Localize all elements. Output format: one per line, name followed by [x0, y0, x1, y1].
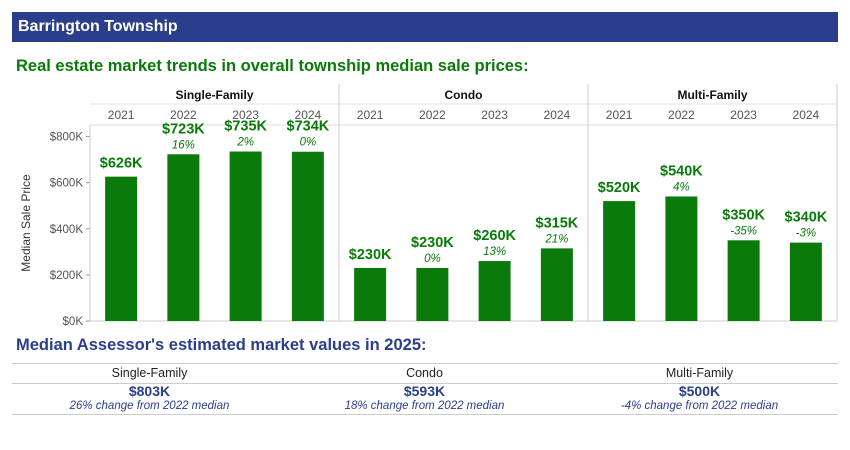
data-label: $260K — [473, 228, 516, 244]
bar — [167, 154, 200, 321]
y-tick-label: $400K — [50, 224, 84, 236]
y-tick-label: $200K — [50, 270, 84, 282]
bar — [540, 248, 573, 321]
assessor-values-table: Single-Family $803K 26% change from 2022… — [12, 363, 838, 415]
x-tick-label: 2022 — [419, 108, 446, 122]
data-label: $230K — [349, 247, 392, 263]
assessor-value: $500K — [678, 383, 721, 399]
bar — [105, 176, 138, 321]
assessor-value: $593K — [403, 383, 446, 399]
y-axis-label: Median Sale Price — [19, 174, 33, 272]
bar — [291, 151, 324, 321]
bar — [665, 196, 698, 321]
page-title: Barrington Township — [18, 18, 178, 35]
assessor-category: Multi-Family — [665, 366, 734, 380]
x-tick-label: 2024 — [793, 108, 820, 122]
median-sale-price-chart: $0K $200K $400K $600K $800K Median Sale Price… — [19, 84, 838, 328]
change-label: 4% — [673, 181, 690, 193]
assessor-change: 18% change from 2022 median — [344, 400, 505, 412]
data-label: $520K — [598, 180, 641, 196]
data-label: $723K — [162, 121, 205, 137]
bar — [478, 261, 511, 321]
x-tick-label: 2021 — [108, 108, 135, 122]
x-tick-label: 2022 — [170, 108, 197, 122]
data-label: $540K — [660, 163, 703, 179]
bar — [229, 151, 262, 321]
assessor-category: Single-Family — [111, 366, 188, 380]
assessor-change: 26% change from 2022 median — [69, 400, 230, 412]
divider — [12, 414, 838, 415]
y-tick-label: $600K — [50, 178, 84, 190]
x-tick-label: 2023 — [481, 108, 508, 122]
bar — [416, 267, 449, 321]
panel-title: Single-Family — [175, 88, 253, 102]
divider — [12, 363, 838, 364]
change-label: -35% — [730, 225, 757, 237]
change-label: 0% — [300, 137, 317, 149]
x-tick-label: 2023 — [232, 108, 259, 122]
panel-title: Condo — [445, 88, 483, 102]
divider — [12, 383, 838, 384]
y-tick-label: $0K — [63, 316, 84, 328]
data-label: $315K — [536, 215, 579, 231]
assessor-multi-family: Multi-Family $500K -4% change from 2022 … — [562, 363, 837, 413]
assessor-single-family: Single-Family $803K 26% change from 2022… — [12, 363, 287, 413]
assessor-condo: Condo $593K 18% change from 2022 median — [287, 363, 562, 413]
x-tick-label: 2021 — [606, 108, 633, 122]
data-label: $735K — [224, 119, 267, 135]
change-label: 2% — [236, 137, 254, 149]
assessor-category: Condo — [406, 366, 443, 380]
change-label: 0% — [424, 253, 441, 265]
data-label: $734K — [287, 119, 330, 135]
change-label: 16% — [172, 139, 195, 151]
change-label: 13% — [483, 246, 506, 258]
data-label: $230K — [411, 235, 454, 251]
data-label: $350K — [722, 207, 765, 223]
x-tick-label: 2022 — [668, 108, 695, 122]
x-tick-label: 2023 — [730, 108, 757, 122]
panel-title: Multi-Family — [677, 88, 747, 102]
x-tick-label: 2024 — [295, 108, 322, 122]
x-tick-label: 2021 — [357, 108, 384, 122]
data-label: $626K — [100, 156, 143, 172]
trends-heading: Real estate market trends in overall tow… — [16, 57, 529, 75]
bar — [727, 240, 760, 321]
page-title-bar: Barrington Township — [12, 12, 838, 42]
assessor-value: $803K — [128, 383, 171, 399]
change-label: -3% — [796, 228, 816, 240]
assessor-heading: Median Assessor's estimated market value… — [16, 336, 427, 354]
bar — [789, 242, 822, 321]
y-tick-label: $800K — [50, 132, 84, 144]
data-label: $340K — [785, 210, 828, 226]
x-tick-label: 2024 — [544, 108, 571, 122]
change-label: 21% — [544, 233, 568, 245]
bar — [354, 267, 387, 321]
assessor-change: -4% change from 2022 median — [620, 400, 779, 412]
bar — [603, 201, 636, 321]
